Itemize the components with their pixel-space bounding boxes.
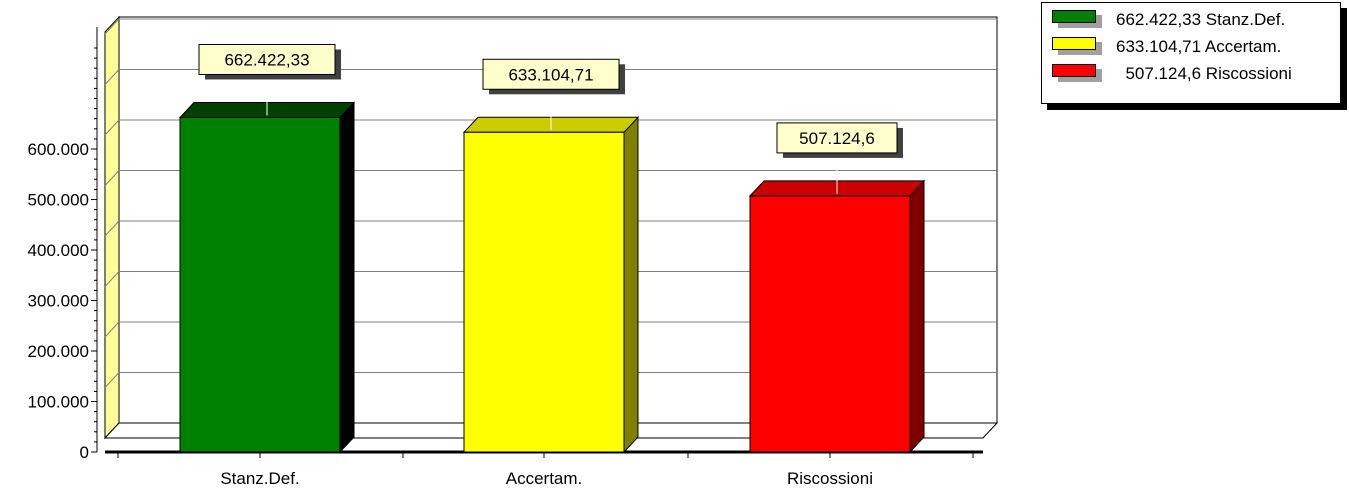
y-tick-label: 400.000	[28, 241, 89, 260]
bar-side-1	[623, 116, 639, 454]
y-tick-label: 100.000	[28, 393, 89, 412]
legend-swatch-wrap	[1052, 10, 1108, 30]
gridline-side	[104, 271, 120, 287]
legend-item-accertam: 633.104,71 Accertam.	[1052, 35, 1281, 59]
data-label: 507.124,6	[799, 129, 875, 148]
gridline-side	[104, 372, 120, 388]
label-box	[482, 58, 620, 90]
x-tick-label: Stanz.Def.	[220, 469, 299, 488]
legend-item-stanz-def: 662.422,33 Stanz.Def.	[1052, 8, 1285, 32]
legend-swatch-green	[1052, 10, 1096, 23]
gridline-side	[104, 170, 120, 186]
bar-side-0	[339, 101, 355, 454]
legend-label: 633.104,71 Accertam.	[1116, 37, 1282, 56]
bar-0	[179, 116, 341, 453]
bar-side-2	[909, 179, 925, 454]
gridline-side	[104, 18, 120, 35]
label-box	[198, 43, 336, 75]
gridline-side	[104, 69, 120, 85]
y-tick-label: 600.000	[28, 140, 89, 159]
chart-legend: 662.422,33 Stanz.Def. 633.104,71 Accerta…	[1041, 2, 1341, 104]
gridline-side	[104, 119, 120, 136]
x-tick-label: Accertam.	[506, 469, 583, 488]
x-tick-label: Riscossioni	[787, 469, 873, 488]
legend-swatch-wrap	[1052, 64, 1108, 84]
y-tick-label: 200.000	[28, 342, 89, 361]
bar-1	[463, 131, 625, 453]
legend-label: 507.124,6 Riscossioni	[1116, 64, 1292, 83]
legend-swatch-yellow	[1052, 37, 1096, 50]
label-box	[776, 122, 898, 154]
legend-swatch-red	[1052, 64, 1096, 77]
bar-2	[749, 195, 911, 453]
y-tick-label: 500.000	[28, 191, 89, 210]
y-tick-label: 0	[80, 443, 89, 462]
gridline-side	[104, 321, 120, 338]
legend-swatch-wrap	[1052, 37, 1108, 57]
legend-label: 662.422,33 Stanz.Def.	[1116, 10, 1286, 29]
y-tick-label: 300.000	[28, 292, 89, 311]
legend-item-riscossioni: 507.124,6 Riscossioni	[1052, 62, 1292, 86]
gridline-side	[104, 220, 120, 237]
data-label: 633.104,71	[508, 65, 593, 84]
data-label: 662.422,33	[224, 50, 309, 69]
